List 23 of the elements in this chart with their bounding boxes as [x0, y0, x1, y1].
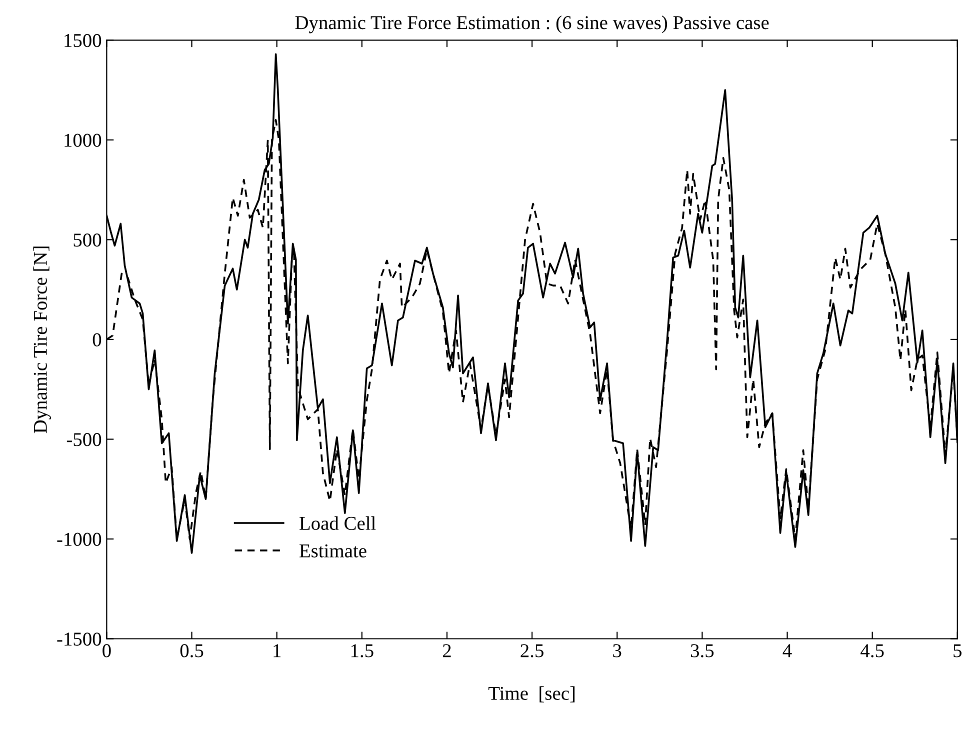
- x-tick-label: 0.5: [180, 644, 204, 658]
- y-tick-label: 0: [92, 333, 102, 346]
- y-tick-label: -1000: [57, 532, 102, 546]
- chart-title: Dynamic Tire Force Estimation : (6 sine waves) Passive case: [295, 16, 769, 34]
- x-tick-label: 2.5: [520, 644, 544, 658]
- x-tick-label: 3.5: [690, 644, 714, 658]
- y-tick-label: -500: [66, 433, 102, 446]
- x-tick-label: 1: [274, 644, 281, 658]
- x-tick-label: 4.5: [860, 644, 884, 658]
- x-tick-label: 3: [613, 644, 622, 658]
- x-tick-label: 4: [782, 644, 792, 658]
- y-tick-label: -1500: [57, 632, 102, 646]
- y-axis-title: Dynamic Tire Force [N]: [33, 246, 51, 434]
- x-axis-title: Time [sec]: [488, 686, 575, 702]
- x-tick-label: 0: [102, 644, 111, 658]
- legend-label: Load Cell: [300, 516, 376, 530]
- legend-label: Estimate: [300, 544, 366, 558]
- y-tick-label: 1500: [64, 34, 102, 48]
- y-tick-label: 500: [74, 234, 102, 247]
- x-tick-label: 1.5: [351, 644, 374, 658]
- x-tick-label: 2: [442, 644, 451, 658]
- x-tick-label: 5: [954, 644, 962, 658]
- y-tick-label: 1000: [64, 134, 102, 147]
